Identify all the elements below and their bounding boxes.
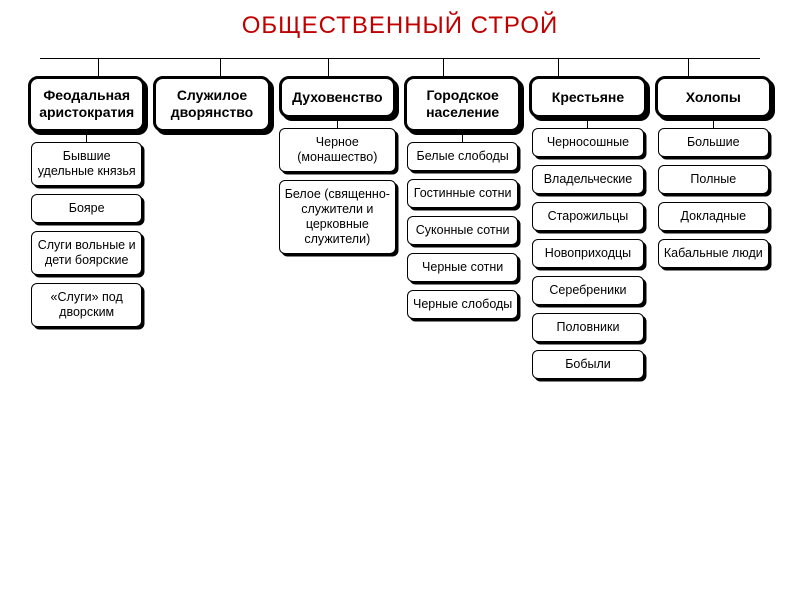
connector-tick — [558, 59, 559, 77]
child-box: Белые слободы — [407, 142, 518, 171]
header-box: Холопы — [655, 76, 772, 118]
child-box: Черносошные — [532, 128, 643, 157]
child-box: Бывшие удельные князья — [31, 142, 142, 186]
header-box: Крестьяне — [529, 76, 646, 118]
header-box: Феодальная аристократия — [28, 76, 145, 132]
connector-tick — [220, 59, 221, 77]
stem — [587, 118, 588, 128]
child-box: Докладные — [658, 202, 769, 231]
child-box: Новоприходцы — [532, 239, 643, 268]
connector-bar — [40, 58, 760, 76]
child-box: Черное (монашество) — [279, 128, 396, 172]
page-title: ОБЩЕСТВЕННЫЙ СТРОЙ — [0, 0, 800, 48]
connector-tick — [688, 59, 689, 77]
connector-tick — [443, 59, 444, 77]
columns-container: Феодальная аристократия Бывшие удельные … — [28, 76, 772, 387]
child-box: Черные слободы — [407, 290, 518, 319]
stem — [337, 118, 338, 128]
connector-tick — [328, 59, 329, 77]
col-serfs: Холопы Большие Полные Докладные Кабальны… — [655, 76, 772, 276]
stem — [86, 132, 87, 142]
col-peasants: Крестьяне Черносошные Владельческие Стар… — [529, 76, 646, 387]
connector-tick — [98, 59, 99, 77]
child-box: Владельческие — [532, 165, 643, 194]
col-feudal-aristocracy: Феодальная аристократия Бывшие удельные … — [28, 76, 145, 335]
child-box: Черные сотни — [407, 253, 518, 282]
child-box: Суконные сотни — [407, 216, 518, 245]
child-box: Гостинные сотни — [407, 179, 518, 208]
col-service-nobility: Служилое дворянство — [153, 76, 270, 132]
child-box: Половники — [532, 313, 643, 342]
col-townsfolk: Городское население Белые слободы Гостин… — [404, 76, 521, 327]
child-box: Бояре — [31, 194, 142, 223]
header-box: Городское население — [404, 76, 521, 132]
child-box: Белое (священно-служители и церковные сл… — [279, 180, 396, 254]
child-box: Полные — [658, 165, 769, 194]
child-box: «Слуги» под дворским — [31, 283, 142, 327]
stem — [713, 118, 714, 128]
header-box: Духовенство — [279, 76, 396, 118]
child-box: Большие — [658, 128, 769, 157]
child-box: Серебреники — [532, 276, 643, 305]
child-box: Слуги вольные и дети боярские — [31, 231, 142, 275]
child-box: Кабальные люди — [658, 239, 769, 268]
header-box: Служилое дворянство — [153, 76, 270, 132]
child-box: Бобыли — [532, 350, 643, 379]
stem — [462, 132, 463, 142]
col-clergy: Духовенство Черное (монашество) Белое (с… — [279, 76, 396, 262]
child-box: Старожильцы — [532, 202, 643, 231]
